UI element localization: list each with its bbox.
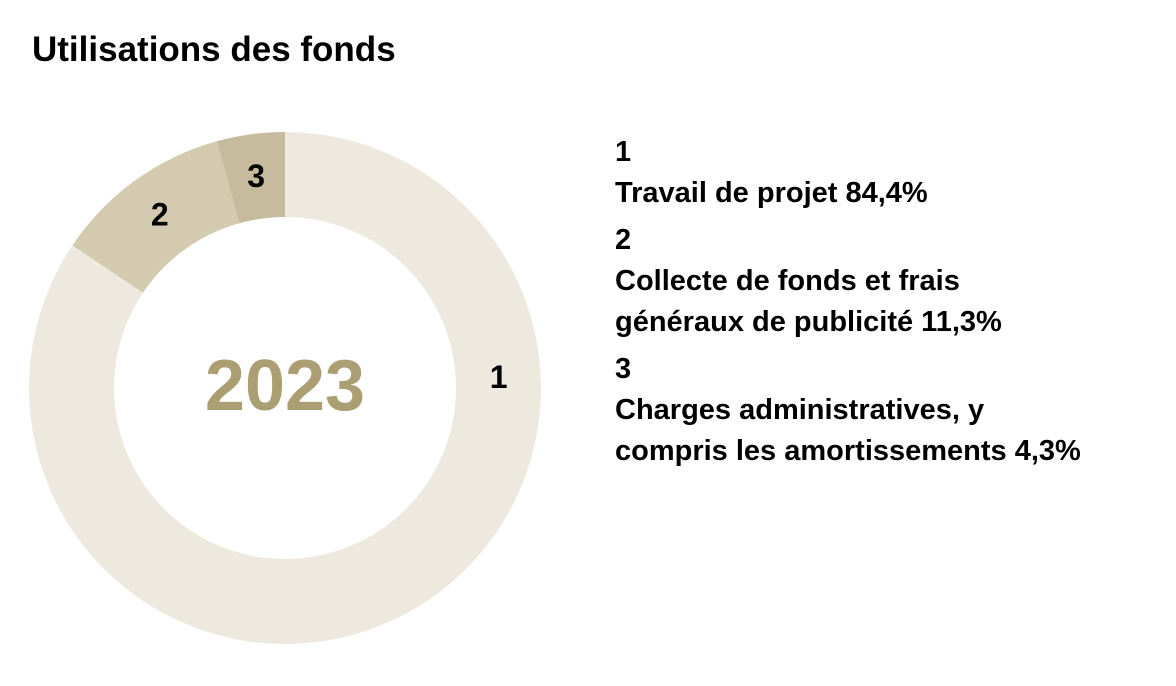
slice-label-3: 3 (247, 158, 265, 194)
center-year-label: 2023 (205, 346, 365, 426)
donut-chart: 1 2 3 2023 (28, 132, 541, 644)
legend-text: Collecte de fonds et frais généraux de p… (615, 265, 1002, 338)
legend-number: 1 (615, 136, 632, 168)
slice-label-1: 1 (490, 359, 508, 395)
legend-text: Travail de projet 84,4% (615, 177, 928, 209)
legend-number: 3 (615, 353, 632, 385)
donut-slice-2 (72, 141, 240, 293)
legend-item-3: 3 Charges administratives, y compris les… (615, 349, 1155, 472)
legend-number: 2 (615, 224, 632, 256)
legend-item-1: 1 Travail de projet 84,4% (615, 132, 1155, 214)
donut-slice-3 (216, 132, 285, 224)
chart-title: Utilisations des fonds (32, 30, 396, 69)
legend-item-2: 2 Collecte de fonds et frais généraux de… (615, 220, 1155, 343)
slice-label-2: 2 (151, 196, 169, 232)
legend: 1 Travail de projet 84,4% 2 Collecte de … (615, 132, 1155, 478)
legend-text: Charges administratives, y compris les a… (615, 394, 1081, 467)
donut-slice-1 (28, 132, 541, 644)
